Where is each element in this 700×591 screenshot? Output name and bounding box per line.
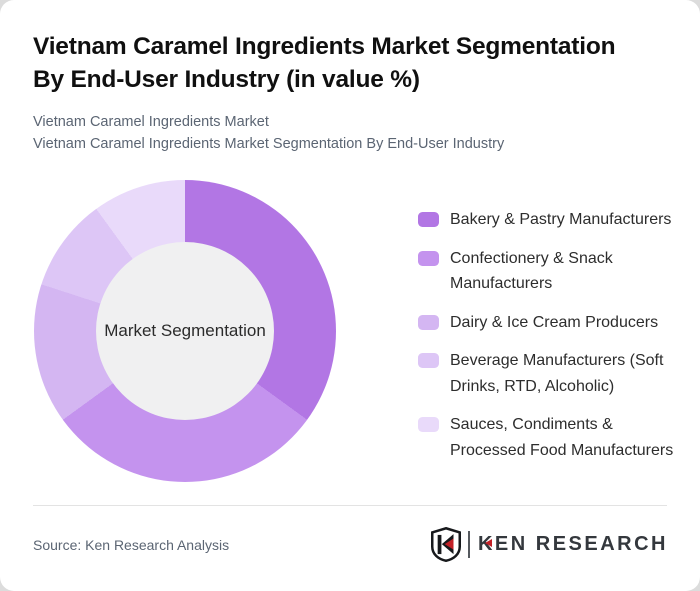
legend-swatch: [418, 417, 439, 432]
subtitle-block: Vietnam Caramel Ingredients Market Vietn…: [33, 112, 673, 155]
donut-hole: Market Segmentation: [96, 242, 274, 420]
donut-center-label: Market Segmentation: [104, 321, 266, 340]
legend-item-5[interactable]: Sauces, Condiments & Processed Food Manu…: [418, 412, 684, 463]
chart-legend: Bakery & Pastry Manufacturers Confectione…: [418, 207, 684, 463]
legend-swatch: [418, 353, 439, 368]
source-text: Source: Ken Research Analysis: [33, 537, 230, 553]
subtitle-line-2: Vietnam Caramel Ingredients Market Segme…: [33, 135, 505, 152]
legend-label: Confectionery & Snack Manufacturers: [450, 249, 613, 293]
legend-swatch: [418, 314, 439, 330]
logo-divider-bar: [467, 531, 470, 558]
legend-item-3[interactable]: Dairy & Ice Cream Producers: [418, 310, 684, 336]
legend-label: Dairy & Ice Cream Producers: [450, 313, 659, 331]
legend-item-4[interactable]: Beverage Manufacturers (Soft Drinks, RTD…: [418, 348, 684, 399]
legend-item-2[interactable]: Confectionery & Snack Manufacturers: [418, 246, 684, 297]
page-title-line-1: Vietnam Caramel Ingredients Market Segme…: [33, 33, 616, 60]
page-title-line-2: By End-User Industry (in value %): [33, 66, 420, 93]
red-triangle-icon: [485, 538, 493, 547]
legend-swatch: [418, 250, 439, 266]
footer-divider: [33, 505, 667, 506]
shield-k-icon: [430, 527, 461, 562]
page-title: Vietnam Caramel Ingredients Market Segme…: [33, 30, 683, 96]
legend-label: Beverage Manufacturers (Soft Drinks, RTD…: [450, 352, 664, 395]
logo-wordmark: K EN RESEARCH: [478, 533, 668, 556]
legend-item-1[interactable]: Bakery & Pastry Manufacturers: [418, 207, 684, 233]
donut-chart[interactable]: Market Segmentation: [34, 180, 336, 482]
legend-label: Bakery & Pastry Manufacturers: [450, 211, 672, 228]
subtitle-line-1: Vietnam Caramel Ingredients Market: [33, 114, 269, 130]
logo-wordmark-rest: EN RESEARCH: [494, 533, 668, 555]
legend-swatch: [418, 212, 439, 227]
logo-letter-k: K: [477, 533, 495, 555]
ken-research-logo: K EN RESEARCH: [430, 527, 668, 562]
legend-label: Sauces, Condiments & Processed Food Manu…: [450, 416, 674, 459]
